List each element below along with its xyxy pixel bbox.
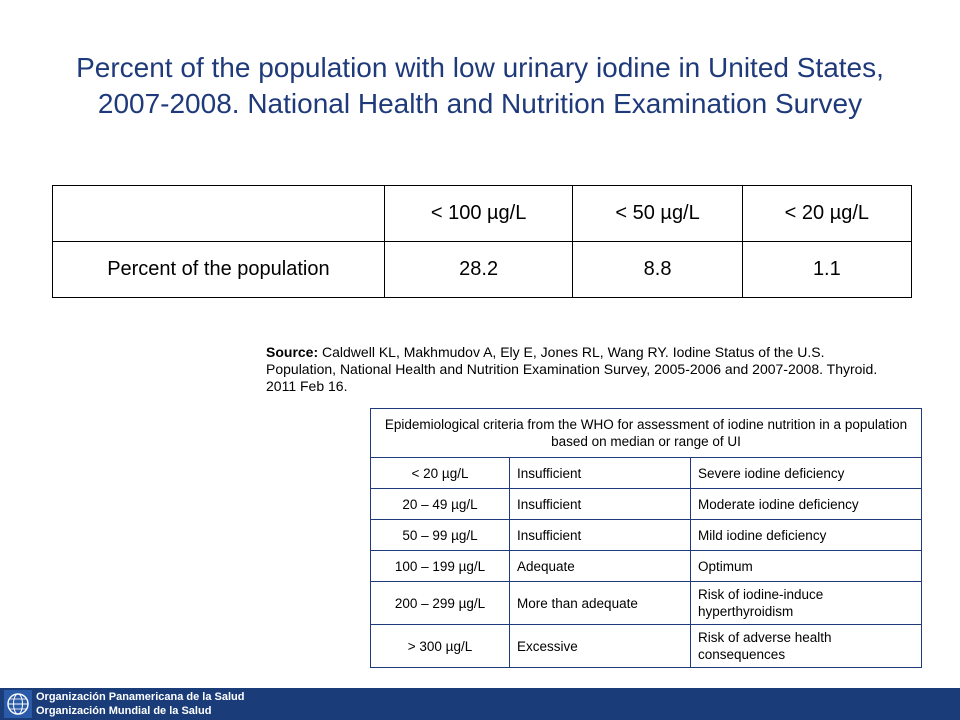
table-cell: 1.1 (741, 241, 913, 298)
status-cell: Insufficient (509, 488, 691, 520)
status-cell: Adequate (509, 550, 691, 582)
range-cell: 200 – 299 µg/L (370, 581, 510, 625)
footer-org-line-2: Organización Mundial de la Salud (36, 705, 212, 717)
table-row: 100 – 199 µg/L Adequate Optimum (370, 550, 922, 582)
status-cell: Excessive (509, 624, 691, 668)
implication-cell: Risk of adverse health consequences (690, 624, 922, 668)
source-text: Caldwell KL, Makhmudov A, Ely E, Jones R… (266, 344, 878, 394)
table-row: > 300 µg/L Excessive Risk of adverse hea… (370, 624, 922, 668)
status-cell: Insufficient (509, 457, 691, 489)
implication-cell: Risk of iodine-induce hyperthyroidism (690, 581, 922, 625)
table-cell: 8.8 (572, 241, 743, 298)
table-row: 20 – 49 µg/L Insufficient Moderate iodin… (370, 488, 922, 520)
table-row: < 20 µg/L Insufficient Severe iodine def… (370, 457, 922, 489)
page-title: Percent of the population with low urina… (76, 52, 884, 119)
range-cell: < 20 µg/L (370, 457, 510, 489)
table-header-cell: < 20 µg/L (741, 185, 913, 242)
row-label: Percent of the population (52, 241, 385, 298)
who-table-header: Epidemiological criteria from the WHO fo… (370, 408, 922, 458)
table-row: Percent of the population 28.2 8.8 1.1 (52, 241, 913, 298)
footer-org-line-1: Organización Panamericana de la Salud (36, 691, 245, 703)
table-header-cell: < 50 µg/L (572, 185, 743, 242)
table-cell: 28.2 (383, 241, 574, 298)
table-row: 200 – 299 µg/L More than adequate Risk o… (370, 581, 922, 625)
footer-bar: Organización Panamericana de la Salud Or… (0, 688, 960, 720)
status-cell: More than adequate (509, 581, 691, 625)
source-label: Source: (266, 344, 319, 360)
implication-cell: Optimum (690, 550, 922, 582)
who-criteria-table: Epidemiological criteria from the WHO fo… (370, 408, 922, 668)
table-header-row: < 100 µg/L < 50 µg/L < 20 µg/L (52, 185, 913, 242)
source-citation: Source: Caldwell KL, Makhmudov A, Ely E,… (266, 344, 886, 395)
implication-cell: Mild iodine deficiency (690, 519, 922, 551)
range-cell: > 300 µg/L (370, 624, 510, 668)
table-header-cell (52, 185, 385, 242)
range-cell: 50 – 99 µg/L (370, 519, 510, 551)
who-table-header-row: Epidemiological criteria from the WHO fo… (370, 408, 922, 458)
globe-emblem-icon (4, 690, 32, 718)
implication-cell: Moderate iodine deficiency (690, 488, 922, 520)
status-cell: Insufficient (509, 519, 691, 551)
table-header-cell: < 100 µg/L (383, 185, 574, 242)
range-cell: 20 – 49 µg/L (370, 488, 510, 520)
table-row: 50 – 99 µg/L Insufficient Mild iodine de… (370, 519, 922, 551)
range-cell: 100 – 199 µg/L (370, 550, 510, 582)
implication-cell: Severe iodine deficiency (690, 457, 922, 489)
iodine-percent-table: < 100 µg/L < 50 µg/L < 20 µg/L Percent o… (52, 185, 913, 298)
